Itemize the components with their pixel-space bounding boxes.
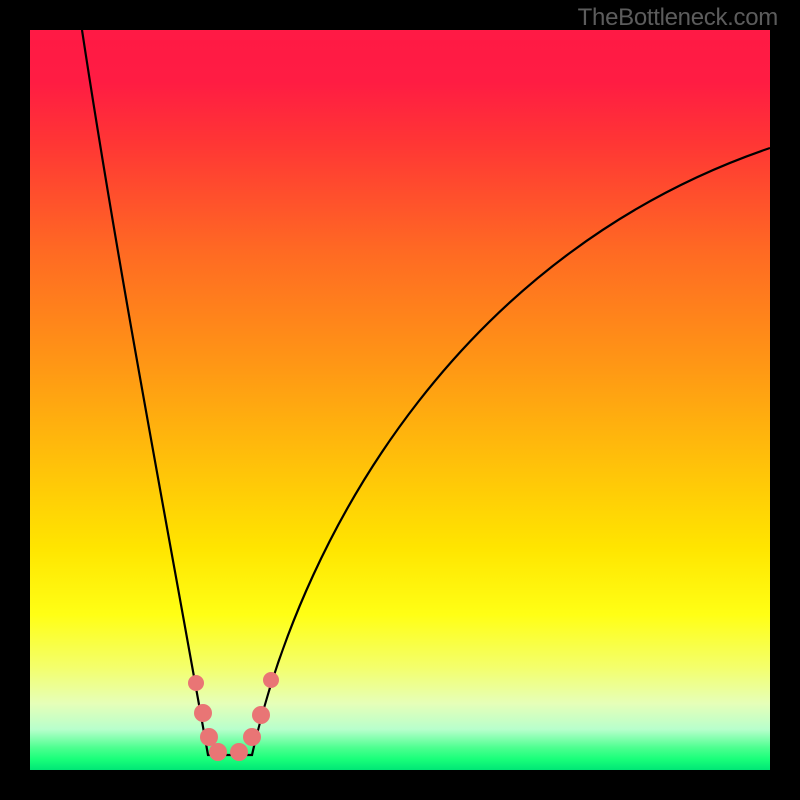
data-marker xyxy=(243,728,261,746)
plot-area xyxy=(30,30,770,770)
data-marker xyxy=(230,743,248,761)
data-marker xyxy=(194,704,212,722)
data-marker xyxy=(200,728,218,746)
bottleneck-chart xyxy=(0,0,800,800)
watermark-text: TheBottleneck.com xyxy=(578,4,778,32)
data-marker xyxy=(188,675,204,691)
data-marker xyxy=(263,672,279,688)
data-marker xyxy=(209,743,227,761)
data-marker xyxy=(252,706,270,724)
